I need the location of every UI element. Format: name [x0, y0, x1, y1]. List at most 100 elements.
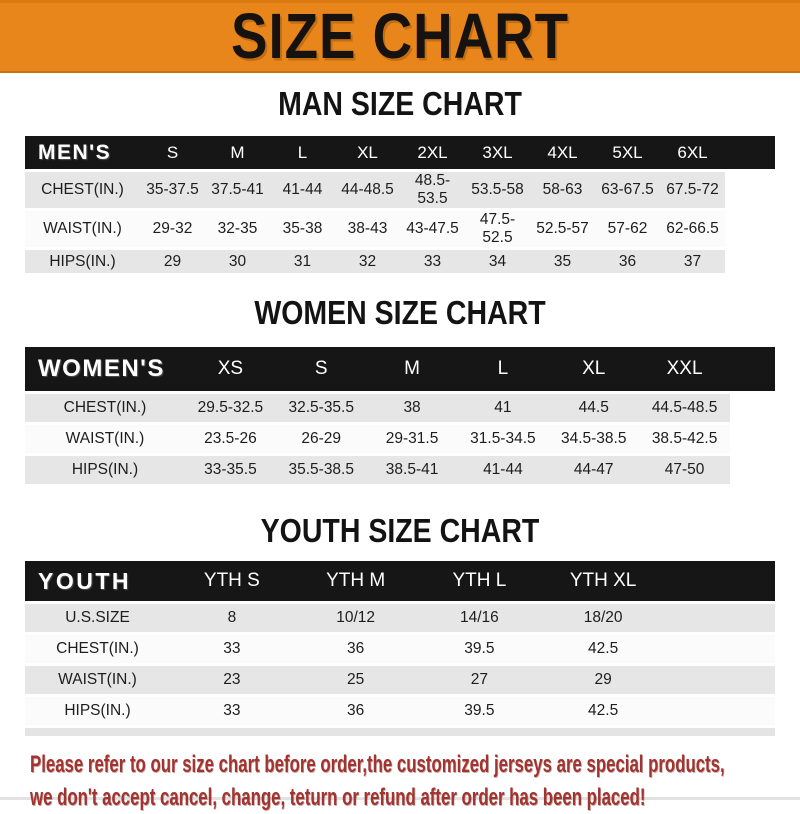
size-cell: 38 [366, 394, 458, 422]
section-heading: YOUTH SIZE CHART [260, 513, 540, 550]
size-cell: 29 [541, 666, 665, 694]
size-cell: 38.5-41 [366, 456, 458, 484]
size-cell: 32-35 [205, 211, 270, 247]
size-cell: 35-37.5 [140, 172, 205, 208]
size-cell: 23.5-26 [185, 425, 276, 453]
row-spacer [725, 172, 775, 208]
row-spacer [730, 456, 775, 484]
size-table: WOMEN'S XS S M L XL XXL CHEST(IN.) 29.5-32.5 32.… [25, 344, 775, 487]
row-label: CHEST(IN.) [25, 635, 170, 663]
table-row: HIPS(IN.) 33 36 39.5 42.5 [25, 697, 775, 725]
size-cell: 38.5-42.5 [639, 425, 730, 453]
size-cell: 33 [170, 635, 294, 663]
size-cell: 52.5-57 [530, 211, 595, 247]
size-cell: 35.5-38.5 [275, 456, 367, 484]
size-table-head: WOMEN'S XS S M L XL XXL [25, 347, 775, 391]
row-spacer [725, 211, 775, 247]
size-table-body: CHEST(IN.) 29.5-32.5 32.5-35.5 38 41 44.5 44.5… [25, 394, 775, 484]
size-column-header: YTH S [170, 561, 294, 601]
size-column-header: S [140, 136, 205, 169]
note-line-1: Please refer to our size chart before or… [30, 751, 725, 778]
size-cell: 62-66.5 [660, 211, 725, 247]
size-cell: 33-35.5 [185, 456, 276, 484]
size-cell: 44-48.5 [335, 172, 400, 208]
size-cell: 35 [530, 250, 595, 273]
size-cell: 43-47.5 [400, 211, 465, 247]
size-cell: 18/20 [541, 604, 665, 632]
size-cell: 29-31.5 [366, 425, 458, 453]
size-column-header: M [205, 136, 270, 169]
header-row: WOMEN'S XS S M L XL XXL [25, 347, 775, 391]
size-column-header: S [275, 347, 367, 391]
size-table-head: MEN'S S M L XL 2XL 3XL 4XL 5XL 6XL [25, 136, 775, 169]
size-cell: 23 [170, 666, 294, 694]
size-column-header: 5XL [595, 136, 660, 169]
row-label: HIPS(IN.) [25, 456, 185, 484]
size-cell: 37.5-41 [205, 172, 270, 208]
table-row: WAIST(IN.) 23.5-26 26-29 29-31.5 31.5-34.5 34… [25, 425, 775, 453]
size-cell: 41-44 [457, 456, 549, 484]
size-table-head: YOUTH YTH S YTH M YTH L YTH XL [25, 561, 775, 601]
row-spacer [725, 250, 775, 273]
size-cell: 8 [170, 604, 294, 632]
table-row: CHEST(IN.) 35-37.5 37.5-41 41-44 44-48.5 48.5… [25, 172, 775, 208]
size-cell: 34 [465, 250, 530, 273]
size-cell: 34.5-38.5 [548, 425, 640, 453]
size-column-header: YTH L [417, 561, 542, 601]
header-row: MEN'S S M L XL 2XL 3XL 4XL 5XL 6XL [25, 136, 775, 169]
size-table-body: U.S.SIZE 8 10/12 14/16 18/20 CHEST(IN.) 33 36 39… [25, 604, 775, 725]
size-column-header: L [457, 347, 549, 391]
row-label: CHEST(IN.) [25, 394, 185, 422]
header-spacer [725, 136, 775, 169]
header-spacer [665, 561, 775, 601]
banner: SIZE CHART [0, 0, 800, 73]
table-corner-label: WOMEN'S [25, 347, 185, 391]
table-corner-label: MEN'S [25, 136, 140, 169]
size-cell: 38-43 [335, 211, 400, 247]
size-column-header: 4XL [530, 136, 595, 169]
size-cell: 32.5-35.5 [275, 394, 367, 422]
size-cell: 42.5 [541, 697, 665, 725]
row-spacer [665, 666, 775, 694]
header-row: YOUTH YTH S YTH M YTH L YTH XL [25, 561, 775, 601]
row-spacer [665, 635, 775, 663]
size-cell: 39.5 [417, 697, 542, 725]
row-label: WAIST(IN.) [25, 425, 185, 453]
size-cell: 47.5-52.5 [465, 211, 530, 247]
row-label: HIPS(IN.) [25, 697, 170, 725]
size-column-header: XS [185, 347, 276, 391]
size-column-header: YTH M [293, 561, 418, 601]
size-column-header: XL [335, 136, 400, 169]
row-spacer [730, 425, 775, 453]
size-chart-section: YOUTH SIZE CHART YOUTH YTH S YTH M YTH L YTH… [0, 513, 800, 736]
table-row: CHEST(IN.) 33 36 39.5 42.5 [25, 635, 775, 663]
size-table: MEN'S S M L XL 2XL 3XL 4XL 5XL 6XL CHEST(IN.) 35-3… [25, 133, 775, 276]
size-column-header: YTH XL [541, 561, 665, 601]
page-title: SIZE CHART [231, 0, 569, 73]
table-row: HIPS(IN.) 29 30 31 32 33 34 35 36 37 [25, 250, 775, 273]
size-cell: 48.5-53.5 [400, 172, 465, 208]
row-label: WAIST(IN.) [25, 211, 140, 247]
size-cell: 36 [293, 635, 418, 663]
size-table: YOUTH YTH S YTH M YTH L YTH XL U.S.SIZE 8 10/1… [25, 558, 775, 736]
size-cell: 32 [335, 250, 400, 273]
size-cell: 29 [140, 250, 205, 273]
table-row: U.S.SIZE 8 10/12 14/16 18/20 [25, 604, 775, 632]
row-label: CHEST(IN.) [25, 172, 140, 208]
size-cell: 58-63 [530, 172, 595, 208]
size-cell: 41 [457, 394, 549, 422]
size-cell: 29.5-32.5 [185, 394, 276, 422]
row-spacer [730, 394, 775, 422]
size-cell: 35-38 [270, 211, 335, 247]
size-cell: 44.5 [548, 394, 640, 422]
row-spacer [665, 604, 775, 632]
size-chart-section: MAN SIZE CHART MEN'S S M L XL 2XL 3XL 4XL 5XL 6XL… [0, 86, 800, 276]
size-cell: 36 [595, 250, 660, 273]
table-row: WAIST(IN.) 23 25 27 29 [25, 666, 775, 694]
size-cell: 42.5 [541, 635, 665, 663]
size-cell: 31.5-34.5 [457, 425, 549, 453]
size-chart-section: WOMEN SIZE CHART WOMEN'S XS S M L XL XXL CHEST… [0, 295, 800, 487]
size-cell: 36 [293, 697, 418, 725]
table-corner-label: YOUTH [25, 561, 170, 601]
